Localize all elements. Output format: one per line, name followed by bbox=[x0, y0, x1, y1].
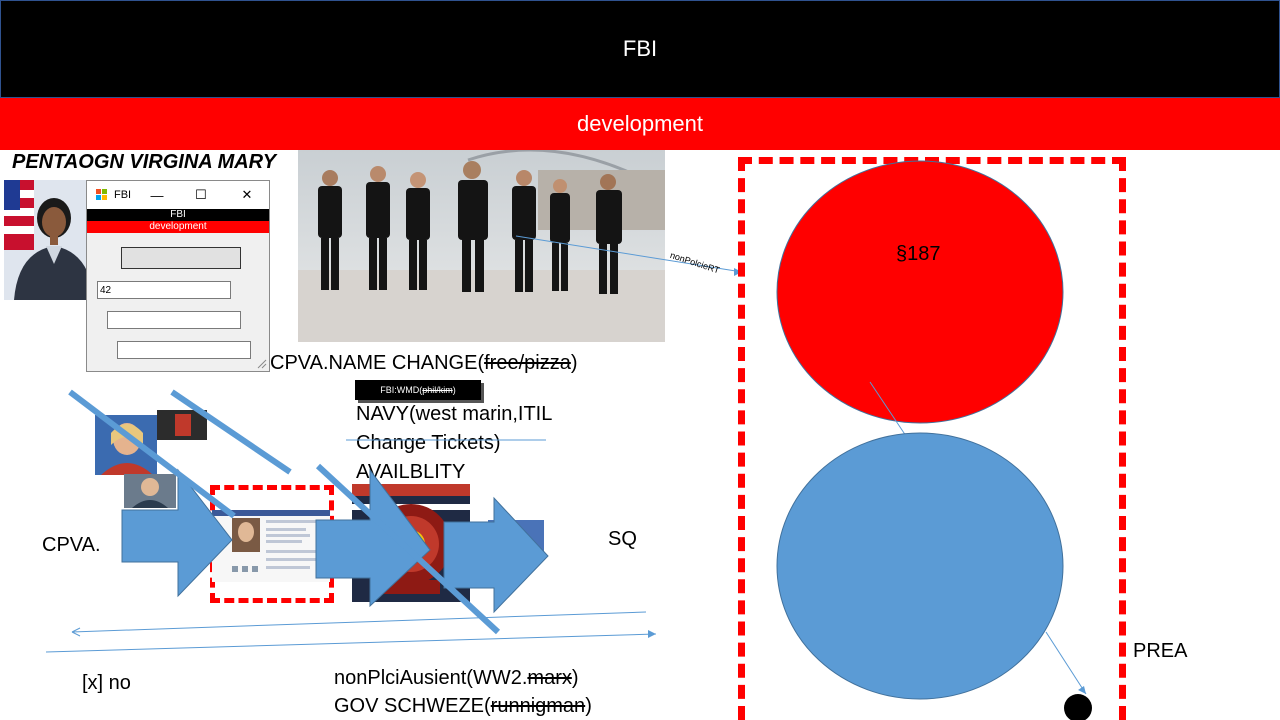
nonplci-prefix: nonPlciAusient(WW2. bbox=[334, 667, 528, 689]
number-input[interactable] bbox=[97, 281, 231, 299]
name-change-struck: free/pizza bbox=[484, 352, 571, 374]
chip-suffix: ) bbox=[452, 385, 456, 395]
navy-line-1: NAVY(west marin,ITIL bbox=[356, 403, 553, 425]
pointer-line bbox=[1045, 631, 1087, 695]
header-subtitle: development bbox=[577, 111, 703, 136]
gov-struck: runnigman bbox=[490, 695, 586, 717]
wmd-chip: FBI:WMD(phil/kim) bbox=[355, 380, 481, 400]
gov-line: GOV SCHWEZE(runnigman) bbox=[334, 692, 592, 720]
chip-struck: phil/kim bbox=[422, 385, 453, 395]
prea-label: PREA bbox=[1133, 640, 1188, 662]
news-photo-2 bbox=[157, 410, 207, 440]
circles-dashed-box bbox=[738, 157, 1126, 720]
navy-text: NAVY(west marin,ITIL Change Tickets) AVA… bbox=[356, 400, 552, 487]
resize-grip-icon[interactable] bbox=[257, 359, 267, 369]
chip-prefix: FBI:WMD( bbox=[380, 385, 423, 395]
long-arrow-head bbox=[648, 630, 656, 638]
navy-line-2: Change Tickets) bbox=[356, 432, 501, 454]
cpva-label: CPVA. bbox=[42, 534, 101, 556]
flag-graphic bbox=[4, 180, 34, 250]
window-title: FBI bbox=[114, 189, 132, 201]
red-circle bbox=[776, 160, 1064, 424]
blue-circle bbox=[776, 432, 1064, 700]
block-arrow-2 bbox=[315, 468, 431, 608]
connector-line bbox=[515, 235, 743, 273]
circle-red-label: §187 bbox=[896, 243, 941, 265]
window-button[interactable] bbox=[121, 247, 241, 269]
app-window: FBI — ☐ ✕ FBI development bbox=[86, 180, 270, 372]
header-banner: FBI bbox=[0, 0, 1280, 98]
long-arrow-line bbox=[45, 633, 657, 653]
name-change-prefix: CPVA.NAME CHANGE( bbox=[270, 352, 485, 374]
sq-label: SQ bbox=[608, 528, 637, 550]
bottom-text: nonPlciAusient(WW2.marx) GOV SCHWEZE(run… bbox=[334, 664, 592, 720]
nonplci-suffix: ) bbox=[571, 667, 579, 689]
app-icon bbox=[96, 189, 108, 201]
close-icon[interactable]: ✕ bbox=[241, 187, 253, 202]
nonplci-line: nonPlciAusient(WW2.marx) bbox=[334, 664, 592, 692]
social-profile-screenshot bbox=[212, 510, 330, 582]
x-no-label: [x] no bbox=[82, 672, 131, 694]
text-input-1[interactable] bbox=[107, 311, 241, 329]
text-input-2[interactable] bbox=[117, 341, 251, 359]
news-photo-3 bbox=[124, 474, 176, 508]
nonplci-struck: marx bbox=[527, 667, 572, 689]
gov-prefix: GOV SCHWEZE( bbox=[334, 695, 491, 717]
block-arrow-1 bbox=[121, 468, 233, 598]
double-arrow-head-left bbox=[71, 627, 81, 637]
diagonal-line-2 bbox=[170, 389, 292, 475]
left-title: PENTAOGN VIRGINA MARY bbox=[12, 151, 277, 173]
navy-line-3: AVAILBLITY bbox=[356, 461, 466, 483]
maximize-icon[interactable]: ☐ bbox=[195, 187, 207, 202]
black-dot bbox=[1064, 694, 1092, 720]
police-group-photo bbox=[298, 150, 665, 342]
window-banner-title: FBI bbox=[87, 209, 269, 221]
header-title: FBI bbox=[622, 36, 658, 61]
double-arrow-line bbox=[71, 611, 647, 633]
portrait-photo bbox=[4, 180, 94, 300]
name-change-label: CPVA.NAME CHANGE(free/pizza) bbox=[270, 352, 578, 375]
subheader-banner: development bbox=[0, 98, 1280, 150]
pointer-arrow-head bbox=[1078, 686, 1086, 694]
name-change-suffix: ) bbox=[570, 352, 578, 374]
window-banner-subtitle: development bbox=[87, 221, 269, 233]
minimize-icon[interactable]: — bbox=[150, 187, 164, 203]
diagonal-line-3 bbox=[315, 463, 501, 635]
window-titlebar: FBI — ☐ ✕ bbox=[87, 181, 269, 209]
gov-suffix: ) bbox=[585, 695, 592, 717]
diagonal-line-1 bbox=[68, 389, 236, 519]
circle-connector-line bbox=[869, 381, 907, 437]
